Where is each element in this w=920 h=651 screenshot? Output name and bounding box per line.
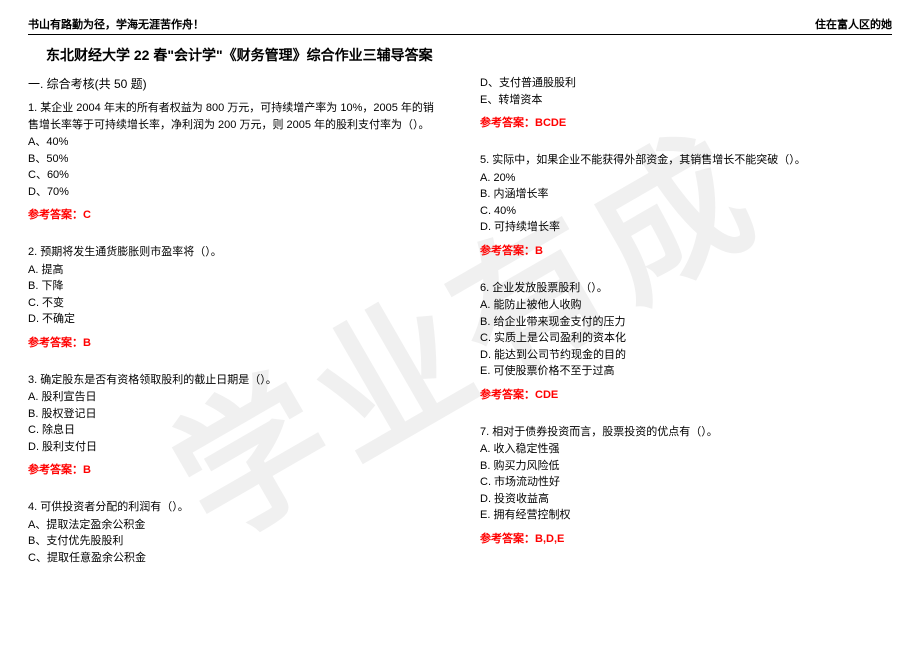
q2-stem: 2. 预期将发生通货膨胀则市盈率将（）。 [28, 244, 440, 261]
q1-opt-d: D、70% [28, 184, 440, 201]
page-title: 东北财经大学 22 春"会计学"《财务管理》综合作业三辅导答案 [46, 45, 892, 65]
question-3: 3. 确定股东是否有资格领取股利的截止日期是（）。 A. 股利宣告日 B. 股权… [28, 372, 440, 478]
q7-opt-c: C. 市场流动性好 [480, 474, 892, 491]
q1-stem: 1. 某企业 2004 年末的所有者权益为 800 万元，可持续增产率为 10%… [28, 100, 440, 133]
q6-opt-e: E. 可使股票价格不至于过高 [480, 363, 892, 380]
q5-opt-d: D. 可持续增长率 [480, 219, 892, 236]
left-column: 一. 综合考核(共 50 题) 1. 某企业 2004 年末的所有者权益为 80… [28, 75, 440, 588]
q2-opt-a: A. 提高 [28, 262, 440, 279]
q5-opt-c: C. 40% [480, 203, 892, 220]
q4-stem: 4. 可供投资者分配的利润有（）。 [28, 499, 440, 516]
q4-opt-c: C、提取任意盈余公积金 [28, 550, 440, 567]
q2-answer: 参考答案：B [28, 334, 440, 350]
page-content: 书山有路勤为径，学海无涯苦作舟！ 住在富人区的她 东北财经大学 22 春"会计学… [28, 16, 892, 588]
q6-opt-c: C. 实质上是公司盈利的资本化 [480, 330, 892, 347]
q6-opt-a: A. 能防止被他人收购 [480, 297, 892, 314]
q3-opt-c: C. 除息日 [28, 422, 440, 439]
question-1: 1. 某企业 2004 年末的所有者权益为 800 万元，可持续增产率为 10%… [28, 100, 440, 222]
header-right: 住在富人区的她 [815, 16, 892, 32]
question-2: 2. 预期将发生通货膨胀则市盈率将（）。 A. 提高 B. 下降 C. 不变 D… [28, 244, 440, 350]
q6-opt-b: B. 给企业带来现金支付的压力 [480, 314, 892, 331]
q4-opt-e: E、转增资本 [480, 92, 892, 109]
question-4-part2: D、支付普通股股利 E、转增资本 参考答案：BCDE [480, 75, 892, 130]
q2-opt-d: D. 不确定 [28, 311, 440, 328]
q5-stem: 5. 实际中，如果企业不能获得外部资金，其销售增长不能突破（）。 [480, 152, 892, 169]
section-header: 一. 综合考核(共 50 题) [28, 75, 440, 92]
two-columns: 一. 综合考核(共 50 题) 1. 某企业 2004 年末的所有者权益为 80… [28, 75, 892, 588]
question-6: 6. 企业发放股票股利（）。 A. 能防止被他人收购 B. 给企业带来现金支付的… [480, 280, 892, 402]
q4-answer: 参考答案：BCDE [480, 114, 892, 130]
q2-opt-b: B. 下降 [28, 278, 440, 295]
q7-opt-d: D. 投资收益高 [480, 491, 892, 508]
q1-opt-c: C、60% [28, 167, 440, 184]
q7-answer: 参考答案：B,D,E [480, 530, 892, 546]
q5-opt-a: A. 20% [480, 170, 892, 187]
q3-answer: 参考答案：B [28, 461, 440, 477]
q6-opt-d: D. 能达到公司节约现金的目的 [480, 347, 892, 364]
q4-opt-a: A、提取法定盈余公积金 [28, 517, 440, 534]
q1-answer: 参考答案：C [28, 206, 440, 222]
q3-opt-a: A. 股利宣告日 [28, 389, 440, 406]
question-4-part1: 4. 可供投资者分配的利润有（）。 A、提取法定盈余公积金 B、支付优先股股利 … [28, 499, 440, 566]
header-left: 书山有路勤为径，学海无涯苦作舟！ [28, 16, 204, 32]
q6-answer: 参考答案：CDE [480, 386, 892, 402]
question-5: 5. 实际中，如果企业不能获得外部资金，其销售增长不能突破（）。 A. 20% … [480, 152, 892, 258]
q1-opt-b: B、50% [28, 151, 440, 168]
q3-opt-b: B. 股权登记日 [28, 406, 440, 423]
q1-opt-a: A、40% [28, 134, 440, 151]
q2-opt-c: C. 不变 [28, 295, 440, 312]
q3-stem: 3. 确定股东是否有资格领取股利的截止日期是（）。 [28, 372, 440, 389]
q4-opt-b: B、支付优先股股利 [28, 533, 440, 550]
q7-opt-b: B. 购买力风险低 [480, 458, 892, 475]
question-7: 7. 相对于债券投资而言，股票投资的优点有（）。 A. 收入稳定性强 B. 购买… [480, 424, 892, 546]
q7-opt-e: E. 拥有经营控制权 [480, 507, 892, 524]
q3-opt-d: D. 股利支付日 [28, 439, 440, 456]
q5-opt-b: B. 内涵增长率 [480, 186, 892, 203]
right-column: D、支付普通股股利 E、转增资本 参考答案：BCDE 5. 实际中，如果企业不能… [480, 75, 892, 588]
q4-opt-d: D、支付普通股股利 [480, 75, 892, 92]
q5-answer: 参考答案：B [480, 242, 892, 258]
header-bar: 书山有路勤为径，学海无涯苦作舟！ 住在富人区的她 [28, 16, 892, 35]
q7-stem: 7. 相对于债券投资而言，股票投资的优点有（）。 [480, 424, 892, 441]
q7-opt-a: A. 收入稳定性强 [480, 441, 892, 458]
q6-stem: 6. 企业发放股票股利（）。 [480, 280, 892, 297]
